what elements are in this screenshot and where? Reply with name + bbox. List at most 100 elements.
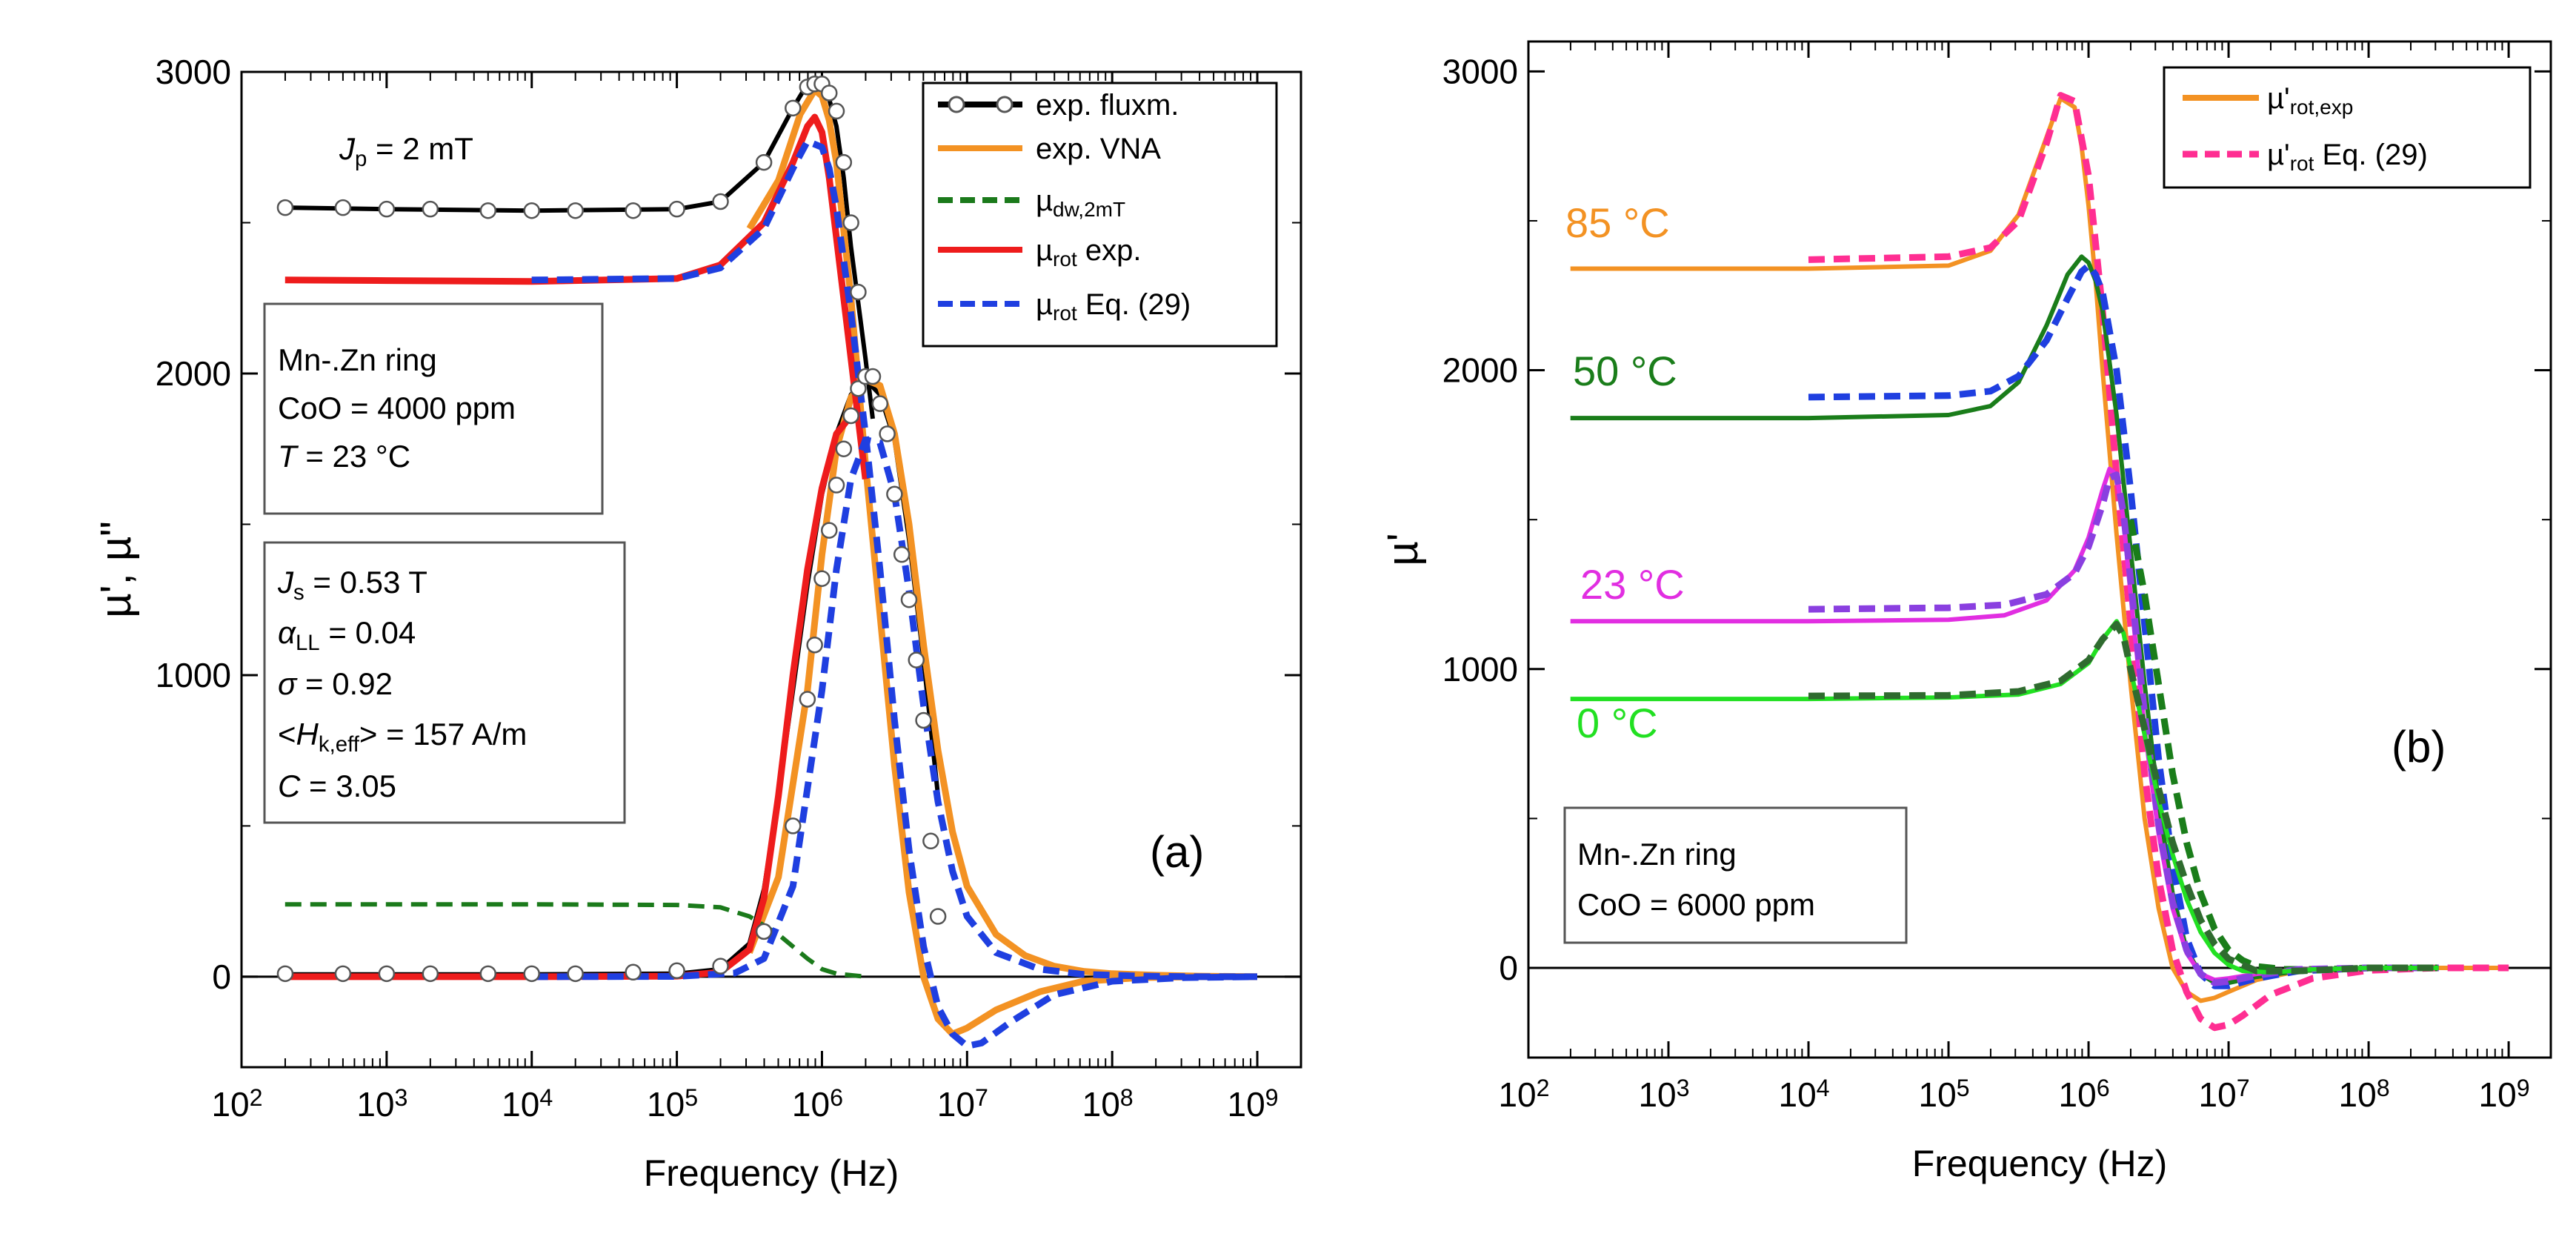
data-marker (813, 570, 831, 587)
y-tick-label: 1000 (1442, 650, 1518, 688)
legend-box (922, 82, 1278, 348)
series-line-1 (1808, 92, 2509, 1032)
data-marker (567, 965, 584, 983)
x-tick-label: 109 (2479, 1075, 2530, 1114)
data-marker (908, 651, 925, 668)
data-marker (828, 477, 845, 494)
y-tick-label: 0 (1499, 949, 1518, 987)
param-hk: <Hk,eff> = 157 A/m (278, 717, 527, 757)
panel-label-b: (b) (2392, 722, 2446, 771)
series-line-8 (1808, 620, 2439, 975)
legend-marker (948, 96, 965, 113)
y-tick-label: 3000 (156, 53, 231, 91)
data-marker (886, 485, 903, 503)
x-tick-label: 106 (2059, 1075, 2110, 1114)
legend-label-eq: µ'rot Eq. (29) (2267, 139, 2428, 175)
data-marker (806, 636, 823, 654)
data-marker (334, 965, 352, 983)
data-marker (835, 153, 853, 171)
data-marker (893, 545, 911, 563)
data-marker (378, 200, 396, 218)
data-marker (712, 193, 729, 210)
jp-label: Jp = 2 mT (339, 131, 473, 171)
legend-label-exp: µ'rot,exp (2267, 82, 2353, 119)
legend-label-vna: exp. VNA (1036, 133, 1161, 165)
y-tick-label: 2000 (156, 354, 231, 393)
series-line-2 (1570, 254, 2439, 986)
x-tick-label: 108 (1082, 1084, 1134, 1124)
x-tick-label: 103 (1638, 1075, 1689, 1114)
param-c: C = 3.05 (278, 769, 396, 803)
data-marker (871, 395, 889, 412)
data-marker (820, 84, 838, 102)
data-marker (828, 102, 845, 120)
data-marker (785, 99, 802, 117)
y-axis-title: µ', µ" (92, 521, 140, 618)
x-tick-label: 104 (1778, 1075, 1829, 1114)
x-tick-label: 106 (792, 1084, 843, 1124)
x-tick-label: 103 (356, 1084, 407, 1124)
x-axis-title: Frequency (Hz) (1912, 1143, 2168, 1184)
sample-info-box (1563, 806, 1908, 944)
temperature-label-1: 50 °C (1573, 348, 1677, 394)
x-tick-label: 107 (937, 1084, 988, 1124)
data-marker (850, 380, 867, 397)
data-marker (785, 817, 802, 834)
data-marker (915, 711, 932, 729)
series-group (276, 76, 1258, 1049)
data-marker (799, 691, 816, 708)
series-line-5 (284, 113, 869, 480)
y-tick-label: 2000 (1442, 351, 1518, 390)
x-tick-label: 102 (1498, 1075, 1549, 1114)
sample-coo: CoO = 6000 ppm (1577, 887, 1815, 922)
data-marker (922, 832, 939, 850)
data-marker (668, 962, 685, 980)
x-tick-label: 108 (2339, 1075, 2390, 1114)
data-marker (625, 963, 642, 981)
data-marker (850, 283, 867, 301)
data-marker (842, 407, 859, 425)
legend-label-dw: µdw,2mT (1036, 185, 1125, 221)
sample-temp: T = 23 °C (278, 439, 410, 474)
data-marker (422, 200, 439, 218)
temperature-label-0: 85 °C (1565, 199, 1670, 246)
plot-frame (1527, 40, 2552, 1059)
panel-b-chart: 0 1000 2000 3000 102 103 104 105 106 107 108 109 Fre… (1379, 40, 2552, 1184)
panel-a-chart: 0 1000 2000 3000 102 103 104 105 106 107 108 109 Fre… (92, 53, 1302, 1194)
x-tick-label: 105 (1919, 1075, 1970, 1114)
data-marker (835, 440, 853, 457)
data-marker (276, 965, 294, 983)
series-line-7 (531, 138, 1258, 1049)
data-marker (276, 199, 294, 216)
series-group (1570, 92, 2509, 1032)
data-marker (755, 153, 773, 171)
param-js: Js = 0.53 T (277, 565, 427, 605)
data-marker (625, 202, 642, 219)
sample-coo: CoO = 4000 ppm (278, 391, 516, 425)
data-marker (755, 923, 773, 940)
series-line-8 (531, 437, 1257, 980)
legend-label-flux: exp. fluxm. (1036, 89, 1179, 122)
data-marker (479, 202, 497, 219)
data-marker (820, 522, 838, 539)
data-marker (929, 908, 947, 925)
plot-frame (240, 70, 1302, 1069)
y-axis-title: µ' (1379, 533, 1427, 566)
x-tick-label: 105 (647, 1084, 698, 1124)
y-tick-label: 1000 (156, 656, 231, 694)
data-marker (864, 368, 882, 385)
legend-box (2163, 66, 2532, 189)
parameter-box (263, 541, 626, 824)
data-marker (879, 425, 896, 442)
x-tick-label: 109 (1228, 1084, 1279, 1124)
series-line-2 (746, 86, 1257, 1038)
y-tick-label: 3000 (1442, 52, 1518, 90)
data-marker (422, 965, 439, 983)
data-marker (378, 965, 396, 983)
legend-label-rotexp: µrot exp. (1036, 234, 1141, 271)
x-tick-label: 107 (2199, 1075, 2250, 1114)
param-alpha: αLL = 0.04 (278, 615, 416, 655)
data-marker (334, 199, 352, 216)
series-line-6 (1808, 471, 2439, 986)
